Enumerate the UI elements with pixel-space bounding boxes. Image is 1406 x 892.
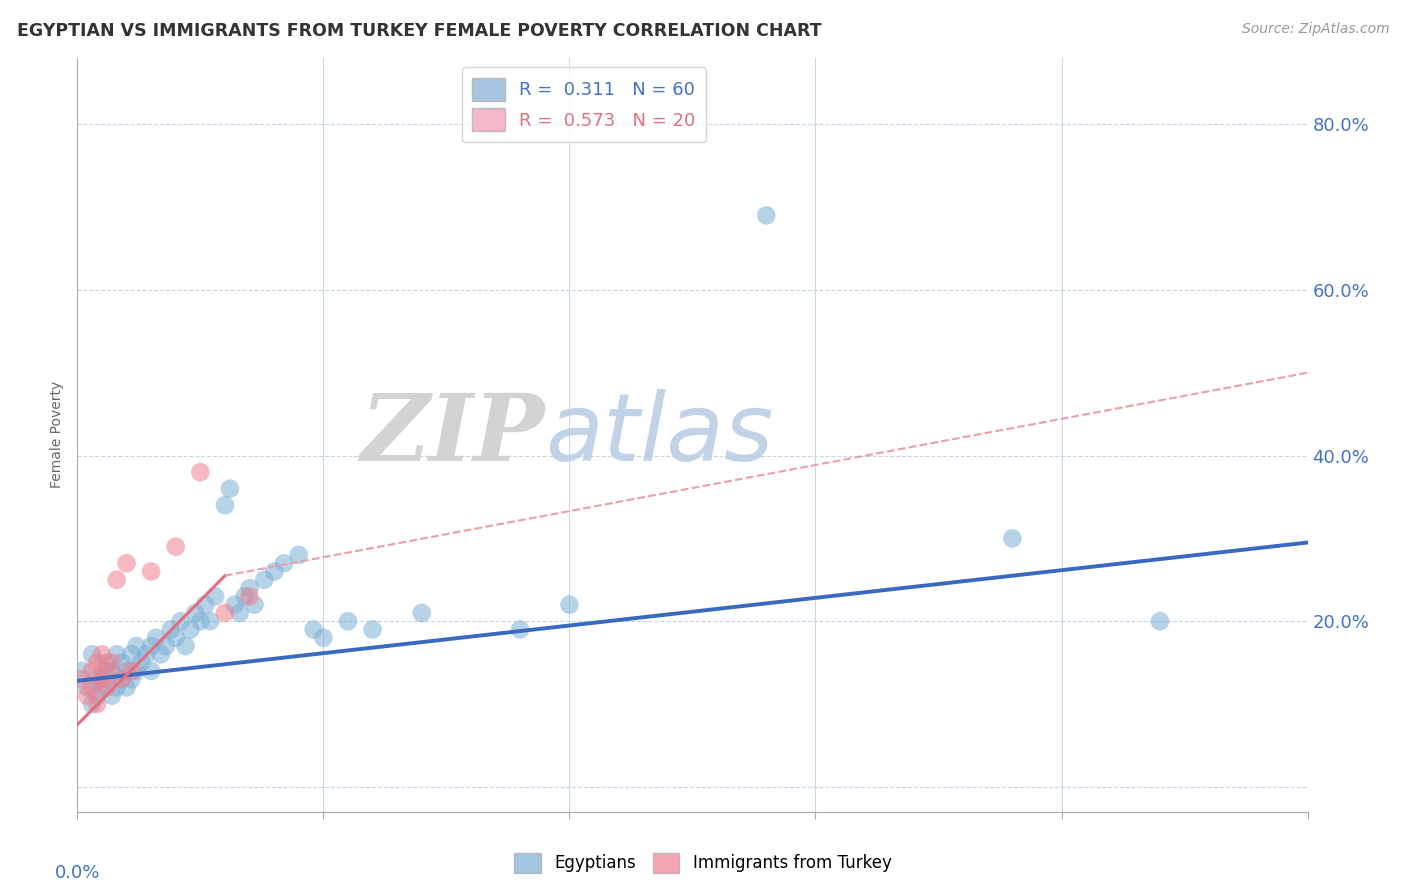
Point (125, 664, 148, 678)
Point (200, 614, 222, 628)
Point (214, 606, 236, 620)
Text: 0.0%: 0.0% (55, 864, 100, 882)
Point (170, 614, 193, 628)
Point (184, 606, 207, 620)
Point (96, 681, 118, 695)
Point (121, 672, 143, 686)
Point (105, 681, 128, 695)
Point (214, 498, 236, 512)
Point (70, 664, 93, 678)
Point (273, 556, 295, 570)
Point (239, 581, 262, 595)
Point (111, 672, 132, 686)
Point (82, 664, 104, 678)
Point (302, 623, 325, 637)
Point (180, 623, 202, 637)
Point (135, 648, 157, 662)
Point (155, 639, 177, 653)
Point (129, 656, 153, 670)
Point (115, 681, 138, 695)
Point (111, 656, 132, 670)
Point (228, 606, 252, 620)
Point (86, 697, 108, 711)
Point (1149, 614, 1171, 628)
Point (82, 681, 104, 695)
Point (233, 590, 256, 604)
Point (165, 540, 187, 554)
Point (90, 648, 114, 662)
Point (755, 208, 778, 222)
Legend: R =  0.311   N = 60, R =  0.573   N = 20: R = 0.311 N = 60, R = 0.573 N = 20 (461, 67, 706, 143)
Text: EGYPTIAN VS IMMIGRANTS FROM TURKEY FEMALE POVERTY CORRELATION CHART: EGYPTIAN VS IMMIGRANTS FROM TURKEY FEMAL… (17, 22, 821, 40)
Point (101, 656, 124, 670)
Point (224, 598, 246, 612)
Point (70, 672, 93, 686)
Point (141, 639, 163, 653)
Point (239, 590, 262, 604)
Text: ZIP: ZIP (360, 390, 546, 480)
Point (219, 482, 242, 496)
Point (411, 606, 433, 620)
Point (188, 614, 212, 628)
Point (90, 664, 114, 678)
Point (253, 573, 276, 587)
Point (101, 664, 124, 678)
Point (337, 614, 360, 628)
Point (125, 639, 148, 653)
Y-axis label: Female Poverty: Female Poverty (51, 381, 65, 489)
Point (82, 648, 104, 662)
Point (121, 664, 143, 678)
Point (96, 672, 118, 686)
Point (121, 648, 143, 662)
Point (145, 631, 167, 645)
Point (141, 565, 163, 579)
Text: atlas: atlas (546, 389, 773, 481)
Point (558, 598, 581, 612)
Point (263, 565, 285, 579)
Legend: Egyptians, Immigrants from Turkey: Egyptians, Immigrants from Turkey (508, 847, 898, 880)
Point (194, 598, 217, 612)
Point (288, 548, 311, 562)
Point (115, 664, 138, 678)
Point (361, 623, 384, 637)
Point (101, 689, 124, 703)
Text: Source: ZipAtlas.com: Source: ZipAtlas.com (1241, 22, 1389, 37)
Point (76, 689, 98, 703)
Point (82, 697, 104, 711)
Point (115, 556, 138, 570)
Point (86, 689, 108, 703)
Point (105, 648, 128, 662)
Point (165, 631, 187, 645)
Point (150, 648, 173, 662)
Point (141, 664, 163, 678)
Point (312, 631, 335, 645)
Point (1001, 532, 1024, 546)
Point (243, 598, 266, 612)
Point (86, 656, 108, 670)
Point (509, 623, 531, 637)
Point (96, 656, 118, 670)
Point (90, 681, 114, 695)
Point (111, 672, 132, 686)
Point (105, 573, 128, 587)
Point (96, 664, 118, 678)
Point (76, 681, 98, 695)
Point (90, 672, 114, 686)
Point (188, 465, 212, 479)
Point (86, 672, 108, 686)
Point (204, 590, 226, 604)
Point (160, 623, 183, 637)
Point (174, 639, 197, 653)
